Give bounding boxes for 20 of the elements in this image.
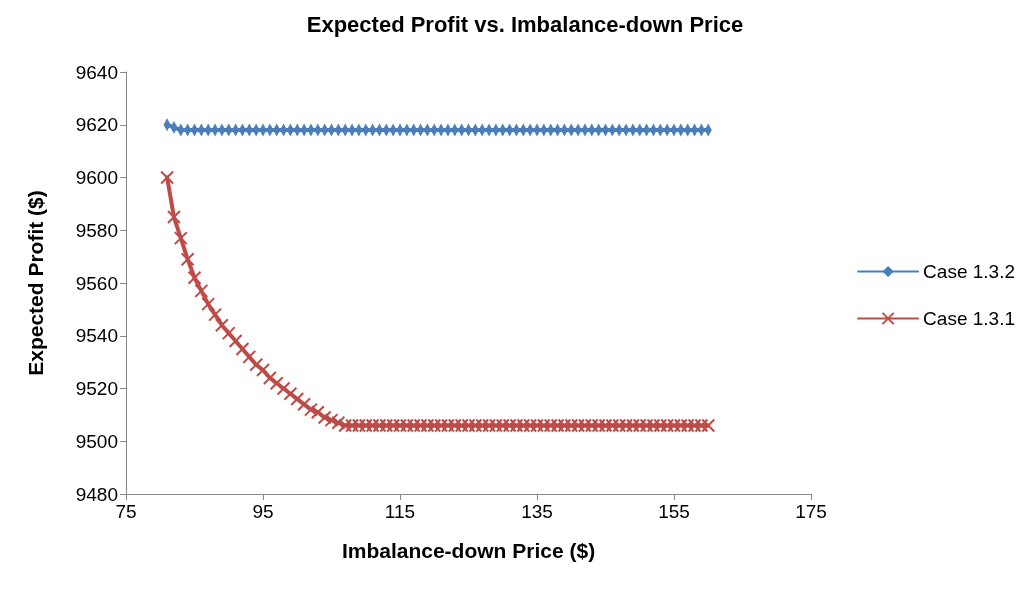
x-tick-label: 175	[795, 501, 827, 522]
y-tick-label: 9600	[75, 167, 118, 188]
chart-title: Expected Profit vs. Imbalance-down Price	[306, 11, 744, 37]
x-tick-label: 115	[384, 501, 416, 522]
x-axis-title: Imbalance-down Price ($)	[341, 539, 596, 562]
y-tick-label: 9520	[75, 378, 118, 399]
y-tick-label: 9500	[75, 430, 118, 452]
y-axis-title: Expected Profit ($)	[24, 190, 47, 376]
legend-label: Case 1.3.1	[923, 308, 1016, 329]
y-tick-label: 9620	[75, 114, 118, 136]
legend-label: Case 1.3.2	[923, 261, 1016, 282]
y-tick-label: 9640	[75, 61, 118, 83]
x-tick-label: 95	[252, 501, 274, 522]
y-tick-label: 9540	[75, 325, 118, 347]
y-tick-label: 9560	[75, 272, 118, 294]
x-tick-label: 75	[115, 501, 137, 522]
y-tick-label: 9580	[75, 219, 118, 241]
x-tick-label: 155	[658, 501, 690, 522]
x-tick-label: 135	[521, 501, 553, 522]
y-tick-label: 9480	[75, 483, 118, 505]
